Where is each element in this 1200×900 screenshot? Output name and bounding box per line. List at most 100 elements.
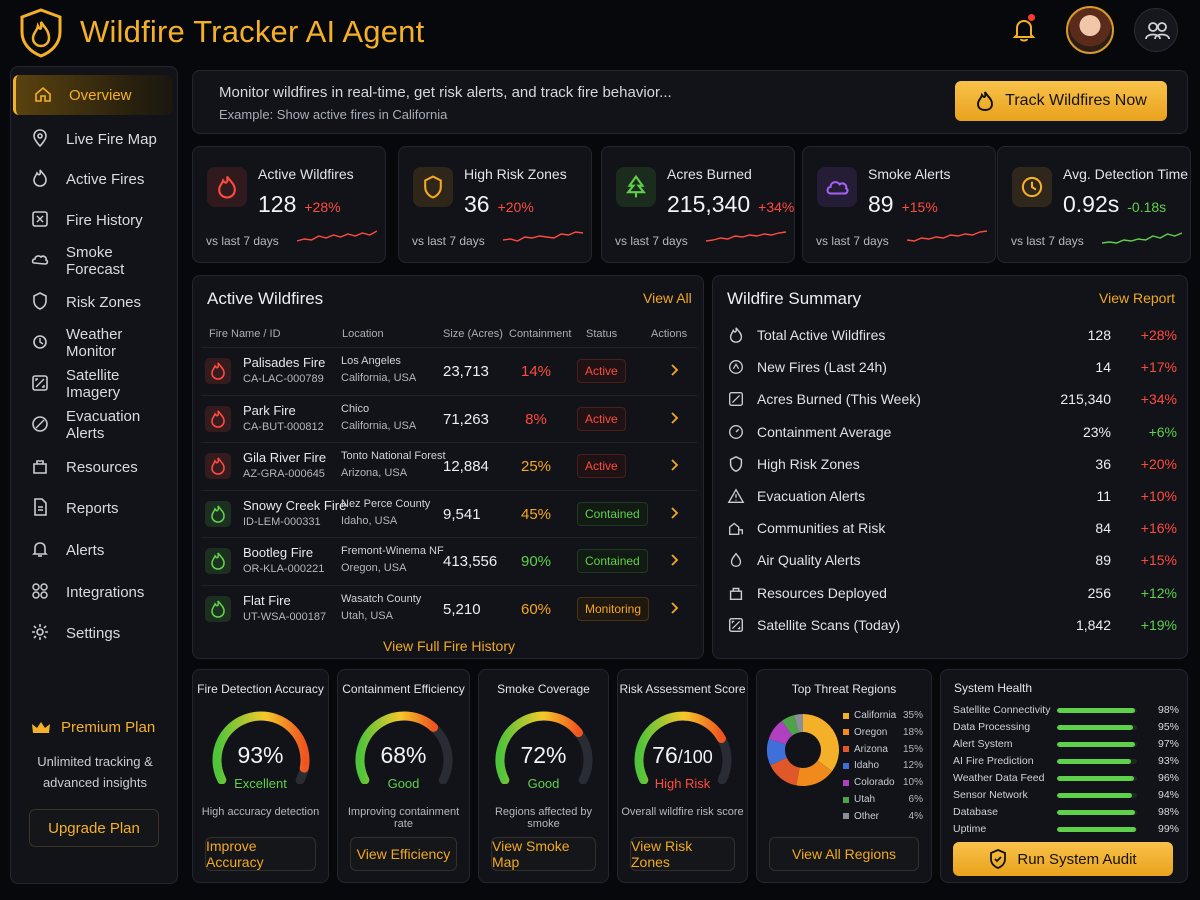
sidebar-item-risk-zones[interactable]: Risk Zones [13,282,173,322]
health-row: Sensor Network 94% [953,787,1179,803]
user-avatar[interactable] [1066,6,1114,54]
stat-sparkline [706,231,786,242]
sidebar-item-resources[interactable]: Resources [13,447,173,487]
chevron-right-icon[interactable] [665,599,683,617]
table-row[interactable]: Snowy Creek Fire ID-LEM-000331 Nez Perce C… [201,489,697,537]
summary-value: 1,842 [1075,616,1111,633]
gauge-quality: Excellent [234,776,287,791]
stat-period: vs last 7 days [206,234,279,248]
regions-donut-chart [767,714,839,786]
stat-card-acres-burned[interactable]: Acres Burned 215,340 +34% vs last 7 days [601,146,795,263]
summary-row: Resources Deployed 256 +12% [727,577,1177,609]
sidebar-item-settings[interactable]: Settings [13,613,173,653]
gauge-quality: High Risk [654,776,711,791]
stat-value-number: 89 [868,191,894,217]
sidebar-item-weather-monitor[interactable]: Weather Monitor [13,323,173,363]
notification-dot [1028,14,1035,21]
new-fire-icon [727,358,745,376]
table-row[interactable]: Bootleg Fire OR-KLA-000221 Fremont-Winema … [201,537,697,584]
team-button[interactable] [1134,8,1178,52]
chevron-right-icon[interactable] [665,409,683,427]
gauge-description: High accuracy detection [201,806,320,818]
app-header: Wildfire Tracker AI Agent [0,0,1200,66]
sidebar-item-evacuation-alerts[interactable]: Evacuation Alerts [13,405,173,445]
health-percent: 95% [1157,721,1179,733]
summary-value: 23% [1082,423,1111,440]
flame-icon [30,168,52,190]
chevron-right-icon[interactable] [665,551,683,569]
health-bar-fill [1057,724,1133,730]
view-all-regions-button[interactable]: View All Regions [769,837,919,871]
chevron-right-icon[interactable] [665,456,683,474]
health-label: Alert System [953,738,1013,750]
summary-row: Containment Average 23% +6% [727,416,1177,448]
sidebar-item-integrations[interactable]: Integrations [13,572,173,612]
table-row[interactable]: Gila River Fire AZ-GRA-000645 Tonto Nation… [201,442,697,489]
health-bar-fill [1057,809,1136,815]
stat-card-avg-detection-time[interactable]: Avg. Detection Time 0.92s -0.18s vs last 7 … [997,146,1191,263]
sidebar-item-satellite-imagery[interactable]: Satellite Imagery [13,364,173,404]
table-row[interactable]: Park Fire CA-BUT-000812 Chico California, U… [201,394,697,442]
summary-label: Total Active Wildfires [757,327,886,343]
notification-bell-icon[interactable] [1010,16,1038,44]
health-bar [1057,826,1137,832]
agent-prompt-bar[interactable]: Monitor wildfires in real-time, get risk… [192,70,1188,134]
table-row[interactable]: Palisades Fire CA-LAC-000789 Los Angeles Ca… [201,347,697,394]
integrations-icon [30,581,52,603]
sidebar-item-active-fires[interactable]: Active Fires [13,159,173,199]
warning-icon [727,487,745,505]
upgrade-plan-button[interactable]: Upgrade Plan [29,809,159,847]
sidebar-item-live-fire-map[interactable]: Live Fire Map [13,119,173,159]
health-percent: 93% [1157,755,1179,767]
panel-title: Active Wildfires [207,289,324,308]
table-row[interactable]: Flat Fire UT-WSA-000187 Wasatch County Utah… [201,584,697,632]
gauge-title: Smoke Coverage [497,682,590,696]
health-bar-fill [1057,707,1136,713]
view-report-link[interactable]: View Report [1099,290,1176,306]
gauge-card-fire-detection-accuracy: Fire Detection Accuracy 93% Excellent High … [192,669,329,883]
summary-row: Total Active Wildfires 128 +28% [727,319,1177,351]
legend-percent: 35% [902,710,923,721]
premium-plan-card: Premium Plan Unlimited tracking & advanc… [11,677,179,847]
stat-label: Avg. Detection Time [1063,166,1189,182]
sidebar-item-reports[interactable]: Reports [13,488,173,528]
stat-value: 89 +15% [868,191,938,218]
gauge-arc [355,711,452,784]
stat-card-high-risk-zones[interactable]: High Risk Zones 36 +20% vs last 7 days [398,146,592,263]
run-system-audit-button[interactable]: Run System Audit [953,842,1173,876]
summary-title: Wildfire Summary [727,289,862,308]
gauge-action-button[interactable]: View Efficiency [350,837,457,871]
stat-card-active-wildfires[interactable]: Active Wildfires 128 +28% vs last 7 days [192,146,386,263]
fire-region: Utah, USA [341,609,393,622]
view-full-history-link[interactable]: View Full Fire History [383,638,515,654]
view-all-link[interactable]: View All [643,290,692,306]
sidebar-item-label: Weather Monitor [66,326,123,360]
gauge-card-containment-efficiency: Containment Efficiency 68% Good Improving c… [337,669,470,883]
legend-label: Colorado [854,777,895,789]
stat-card-smoke-alerts[interactable]: Smoke Alerts 89 +15% vs last 7 days [802,146,996,263]
health-bar [1057,792,1137,798]
gauge-action-button[interactable]: View Smoke Map [491,837,596,871]
fire-region: California, USA [341,372,417,384]
chevron-right-icon[interactable] [665,361,683,379]
sidebar-item-fire-history[interactable]: Fire History [13,200,173,240]
sidebar-item-alerts[interactable]: Alerts [13,530,173,570]
stat-label: Smoke Alerts [868,166,951,182]
chevron-right-icon[interactable] [665,504,683,522]
health-label: Database [953,806,998,818]
legend-label: Other [854,810,880,822]
fire-location: Wasatch County [341,592,422,605]
summary-change: +19% [1140,616,1177,633]
sidebar-item-label: Settings [66,624,121,642]
sidebar-item-label: Satellite Imagery [66,367,121,401]
health-label: AI Fire Prediction [953,755,1034,767]
flame-icon [205,453,231,479]
track-wildfires-button[interactable]: Track Wildfires Now [955,81,1167,121]
gauge-action-button[interactable]: View Risk Zones [630,837,735,871]
gauge-action-button[interactable]: Improve Accuracy [205,837,316,871]
sidebar-item-label: Resources [66,458,138,476]
sidebar-item-overview[interactable]: Overview [13,75,173,115]
summary-row: Evacuation Alerts 11 +10% [727,480,1177,512]
sidebar-item-smoke-forecast[interactable]: Smoke Forecast [13,241,173,281]
sidebar-item-label: Alerts [66,541,105,559]
